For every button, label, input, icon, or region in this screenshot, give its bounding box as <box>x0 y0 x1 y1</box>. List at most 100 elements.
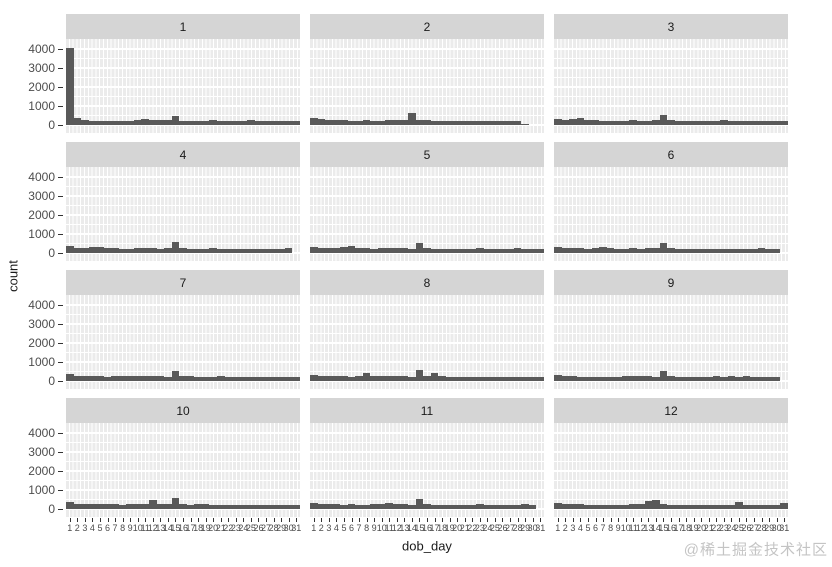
y-axis-tick-label: 4000 <box>28 42 55 56</box>
x-axis-tick-label: 12 <box>391 523 402 533</box>
x-axis-tick-label: 27 <box>749 523 760 533</box>
bar <box>103 120 112 125</box>
bar <box>498 121 507 125</box>
bar <box>438 376 446 381</box>
x-axis-tick-label: 23 <box>474 523 485 533</box>
bar <box>370 376 378 381</box>
gridline-major <box>554 380 788 382</box>
bar <box>355 376 363 381</box>
bar <box>576 504 585 509</box>
gridline-major <box>310 361 544 363</box>
x-axis-tick <box>723 518 725 522</box>
bar <box>325 376 333 381</box>
bar <box>400 504 409 509</box>
x-axis-tick <box>205 518 207 522</box>
facet-panel <box>310 39 544 133</box>
x-axis-tick <box>738 518 740 522</box>
bar <box>772 248 781 253</box>
bar <box>491 504 499 509</box>
x-axis-tick-label: 29 <box>520 523 531 533</box>
bar <box>528 377 537 381</box>
x-axis-tick <box>374 518 376 522</box>
gridline-major <box>66 195 300 197</box>
bar <box>317 375 326 381</box>
gridline-minor <box>66 480 300 481</box>
x-axis-tick-label: 16 <box>665 523 677 533</box>
bar <box>81 120 89 125</box>
x-axis-tick-label: 14 <box>650 523 661 533</box>
facet-month-3: 3 <box>554 14 788 133</box>
bar <box>629 504 638 509</box>
x-axis-tick <box>107 518 109 522</box>
bar <box>659 370 668 381</box>
bar <box>483 248 492 253</box>
y-axis-tick-label: 1000 <box>28 227 55 241</box>
gridline-major <box>310 342 544 344</box>
bar <box>194 248 202 253</box>
bar <box>445 504 454 509</box>
gridline-major <box>310 432 544 434</box>
x-axis-tick-label: 14 <box>406 523 417 533</box>
bar <box>201 376 210 381</box>
x-axis-tick <box>313 518 315 522</box>
bar <box>652 376 660 381</box>
bar <box>742 376 751 381</box>
bar <box>468 505 477 509</box>
gridline-major <box>554 451 788 453</box>
gridline-major <box>554 304 788 306</box>
x-axis-tick-label: 20 <box>696 523 707 533</box>
facet-strip-label: 4 <box>179 147 187 162</box>
facet-panel <box>310 423 544 517</box>
y-axis-tick <box>58 48 63 50</box>
gridline-minor <box>554 186 788 187</box>
gridline-major <box>66 105 300 107</box>
bar <box>712 248 721 253</box>
facet-panel <box>66 423 300 517</box>
x-axis-tick-label: 17 <box>429 523 440 533</box>
bar <box>460 248 469 253</box>
bar <box>141 376 150 381</box>
x-axis-tick-label: 31 <box>535 523 546 533</box>
bar <box>393 504 401 509</box>
bar <box>209 248 217 253</box>
x-axis-tick <box>366 518 368 522</box>
bar <box>576 118 585 125</box>
x-axis-tick <box>693 518 695 522</box>
x-axis-tick-label: 8 <box>120 523 126 533</box>
bar <box>750 505 758 509</box>
bar <box>476 504 484 509</box>
bar <box>232 504 240 509</box>
x-axis-tick-label: 17 <box>673 523 684 533</box>
bar <box>629 375 638 381</box>
x-axis-tick <box>648 518 650 522</box>
gridline-major <box>554 489 788 491</box>
x-axis-tick <box>288 518 290 522</box>
bar <box>370 248 378 253</box>
bar <box>141 119 150 125</box>
y-axis-tick <box>58 105 63 107</box>
bar <box>310 502 318 509</box>
x-axis-tick <box>678 518 680 522</box>
bar <box>103 504 112 509</box>
bar <box>476 120 484 125</box>
bar <box>171 242 180 253</box>
y-axis-tick <box>58 508 63 510</box>
gridline-major <box>66 342 300 344</box>
gridline-major <box>554 67 788 69</box>
bar <box>284 248 293 253</box>
x-axis-tick-label: 21 <box>459 523 470 533</box>
bar <box>239 504 248 509</box>
bar <box>652 247 660 253</box>
x-axis-tick <box>618 518 620 522</box>
x-axis-tick-label: 29 <box>764 523 775 533</box>
x-axis-tick-label: 22 <box>223 523 234 533</box>
bar <box>659 243 668 253</box>
x-axis-tick-label: 15 <box>414 523 425 533</box>
gridline-major <box>66 214 300 216</box>
bar <box>269 248 278 253</box>
bar <box>430 248 439 253</box>
bar <box>621 120 630 125</box>
bar <box>103 248 112 253</box>
bar <box>652 120 660 125</box>
